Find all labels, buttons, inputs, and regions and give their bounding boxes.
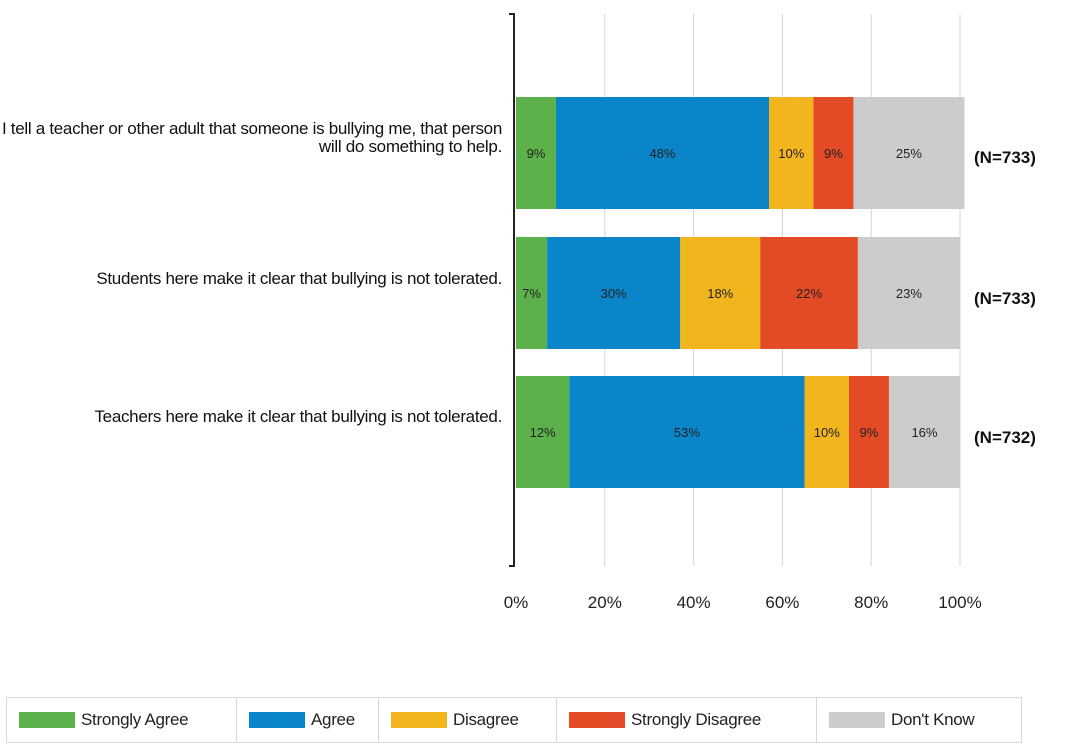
- bar-segment: [680, 237, 761, 349]
- legend-item-disagree: Disagree: [379, 698, 557, 742]
- legend-label: Agree: [311, 710, 355, 729]
- legend-item-strongly-disagree: Strongly Disagree: [557, 698, 817, 742]
- bar-segment: [516, 376, 570, 488]
- legend-label: Disagree: [453, 710, 519, 729]
- data-label: 22%: [796, 286, 822, 301]
- category-label: If I tell a teacher or other adult that …: [0, 119, 502, 156]
- data-label: 9%: [824, 146, 843, 161]
- data-label: 9%: [860, 425, 879, 440]
- bar-segment: [804, 376, 849, 488]
- bar-segment: [760, 237, 858, 349]
- data-label: 10%: [778, 146, 804, 161]
- data-label: 7%: [522, 286, 541, 301]
- bar-segment: [813, 97, 854, 209]
- data-label: 25%: [896, 146, 922, 161]
- chart-legend: Strongly Agree Agree Disagree Strongly D…: [6, 697, 1022, 743]
- bar-segment: [769, 97, 814, 209]
- bar-segment: [888, 376, 960, 488]
- n-label: (N=733): [974, 148, 1036, 167]
- legend-swatch: [249, 712, 305, 728]
- x-tick-label: 100%: [938, 593, 981, 612]
- legend-swatch: [19, 712, 75, 728]
- bar-segment: [853, 97, 965, 209]
- x-tick-label: 60%: [765, 593, 799, 612]
- bar-segment: [516, 237, 548, 349]
- legend-item-strongly-agree: Strongly Agree: [7, 698, 237, 742]
- data-label: 16%: [911, 425, 937, 440]
- bar-segment: [857, 237, 960, 349]
- legend-item-agree: Agree: [237, 698, 379, 742]
- x-tick-label: 0%: [504, 593, 529, 612]
- data-label: 53%: [674, 425, 700, 440]
- legend-swatch: [391, 712, 447, 728]
- legend-label: Don't Know: [891, 710, 975, 729]
- data-label: 10%: [814, 425, 840, 440]
- x-tick-label: 20%: [588, 593, 622, 612]
- legend-swatch: [569, 712, 625, 728]
- data-label: 23%: [896, 286, 922, 301]
- bar-segment: [516, 97, 556, 209]
- bar-segment: [547, 237, 681, 349]
- data-label: 48%: [650, 146, 676, 161]
- bar-segment: [555, 97, 770, 209]
- bar-segment: [569, 376, 805, 488]
- data-label: 12%: [530, 425, 556, 440]
- data-label: 18%: [707, 286, 733, 301]
- legend-label: Strongly Agree: [81, 710, 189, 729]
- legend-swatch: [829, 712, 885, 728]
- legend-label: Strongly Disagree: [631, 710, 762, 729]
- bar-segment: [849, 376, 889, 488]
- legend-item-dont-know: Don't Know: [817, 698, 1021, 742]
- n-label: (N=732): [974, 428, 1036, 447]
- y-axis-line: [509, 13, 515, 567]
- x-tick-label: 40%: [677, 593, 711, 612]
- chart-plot: 0% 20% 40% 60% 80% 100% 9% 48% 10% 9% 25% 7% 30% 18% 2…: [504, 13, 982, 612]
- category-label: Students here make it clear that bullyin…: [96, 269, 502, 288]
- category-label: Teachers here make it clear that bullyin…: [94, 407, 502, 426]
- data-label: 9%: [527, 146, 546, 161]
- x-tick-label: 80%: [854, 593, 888, 612]
- n-label: (N=733): [974, 289, 1036, 308]
- data-label: 30%: [601, 286, 627, 301]
